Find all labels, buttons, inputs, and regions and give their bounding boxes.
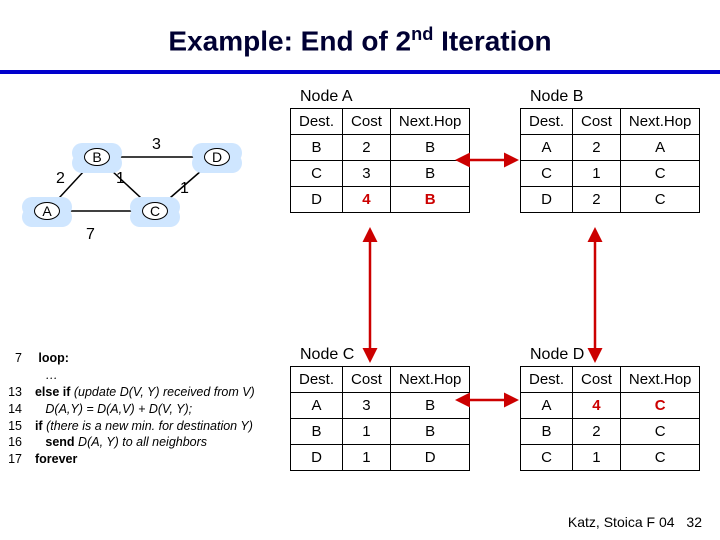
table-cell: D <box>291 187 343 213</box>
edge-weight-BC: 1 <box>116 170 125 188</box>
title-sup: nd <box>411 24 433 44</box>
routing-table-a: Dest.CostNext.HopB2BC3BD4B <box>290 108 470 213</box>
table-header: Next.Hop <box>620 109 700 135</box>
table-cell: C <box>620 445 700 471</box>
title-suffix: Iteration <box>433 25 551 56</box>
table-cell: C <box>620 161 700 187</box>
table-cell: C <box>521 445 573 471</box>
table-cell: C <box>620 419 700 445</box>
table-cell: B <box>390 187 470 213</box>
routing-table-d: Dest.CostNext.HopA4CB2CC1C <box>520 366 700 471</box>
node-d: D <box>204 148 230 166</box>
table-cell: A <box>291 393 343 419</box>
routing-table-b: Dest.CostNext.HopA2AC1CD2C <box>520 108 700 213</box>
edge-weight-AC: 7 <box>86 226 95 244</box>
table-cell: 2 <box>573 187 621 213</box>
page-title: Example: End of 2nd Iteration <box>0 24 720 57</box>
title-rule <box>0 70 720 74</box>
table-cell: 4 <box>573 393 621 419</box>
table-header: Dest. <box>521 109 573 135</box>
code-line: 17 forever <box>0 451 255 468</box>
table-cell: B <box>291 419 343 445</box>
table-cell: A <box>521 393 573 419</box>
table-cell: B <box>390 161 470 187</box>
table-cell: 3 <box>343 161 391 187</box>
table-cell: C <box>620 393 700 419</box>
table-label-c: Node C <box>300 346 354 364</box>
table-cell: 1 <box>573 445 621 471</box>
table-header: Next.Hop <box>620 367 700 393</box>
table-label-b: Node B <box>530 88 583 106</box>
footer: Katz, Stoica F 04 32 <box>568 514 702 530</box>
table-header: Dest. <box>291 109 343 135</box>
table-cell: D <box>390 445 470 471</box>
table-cell: 1 <box>343 419 391 445</box>
code-line: 7 loop: <box>0 350 255 367</box>
edge-weight-AB: 2 <box>56 170 65 188</box>
code-line: 16 send D(A, Y) to all neighbors <box>0 434 255 451</box>
table-cell: B <box>291 135 343 161</box>
node-b: B <box>84 148 110 166</box>
table-header: Dest. <box>291 367 343 393</box>
table-cell: B <box>521 419 573 445</box>
table-cell: B <box>390 419 470 445</box>
table-header: Cost <box>343 109 391 135</box>
footer-text: Katz, Stoica F 04 <box>568 514 675 530</box>
code-line: 14 D(A,Y) = D(A,V) + D(V, Y); <box>0 401 255 418</box>
table-header: Next.Hop <box>390 367 470 393</box>
table-label-a: Node A <box>300 88 352 106</box>
node-a: A <box>34 202 60 220</box>
table-cell: C <box>620 187 700 213</box>
table-cell: 3 <box>343 393 391 419</box>
table-cell: 1 <box>343 445 391 471</box>
routing-table-c: Dest.CostNext.HopA3BB1BD1D <box>290 366 470 471</box>
edge-weight-BD: 3 <box>152 136 161 154</box>
table-cell: C <box>291 161 343 187</box>
table-header: Cost <box>573 367 621 393</box>
table-cell: D <box>291 445 343 471</box>
table-cell: A <box>521 135 573 161</box>
title-prefix: Example: End of 2 <box>168 25 411 56</box>
table-cell: B <box>390 135 470 161</box>
code-line: 13 else if (update D(V, Y) received from… <box>0 384 255 401</box>
table-cell: 2 <box>573 135 621 161</box>
table-cell: 1 <box>573 161 621 187</box>
table-cell: C <box>521 161 573 187</box>
table-label-d: Node D <box>530 346 584 364</box>
table-header: Dest. <box>521 367 573 393</box>
code-line: 15 if (there is a new min. for destinati… <box>0 418 255 435</box>
table-cell: 2 <box>343 135 391 161</box>
pseudocode: 7 loop: …13 else if (update D(V, Y) rece… <box>0 350 255 468</box>
table-cell: 2 <box>573 419 621 445</box>
table-header: Next.Hop <box>390 109 470 135</box>
slide-number: 32 <box>686 514 702 530</box>
network-graph: A B C D 2 3 1 7 1 <box>26 130 236 250</box>
table-cell: B <box>390 393 470 419</box>
table-header: Cost <box>343 367 391 393</box>
node-c: C <box>142 202 168 220</box>
code-line: … <box>0 367 255 384</box>
table-header: Cost <box>573 109 621 135</box>
edge-weight-CD: 1 <box>180 180 189 198</box>
table-cell: 4 <box>343 187 391 213</box>
table-cell: D <box>521 187 573 213</box>
table-cell: A <box>620 135 700 161</box>
